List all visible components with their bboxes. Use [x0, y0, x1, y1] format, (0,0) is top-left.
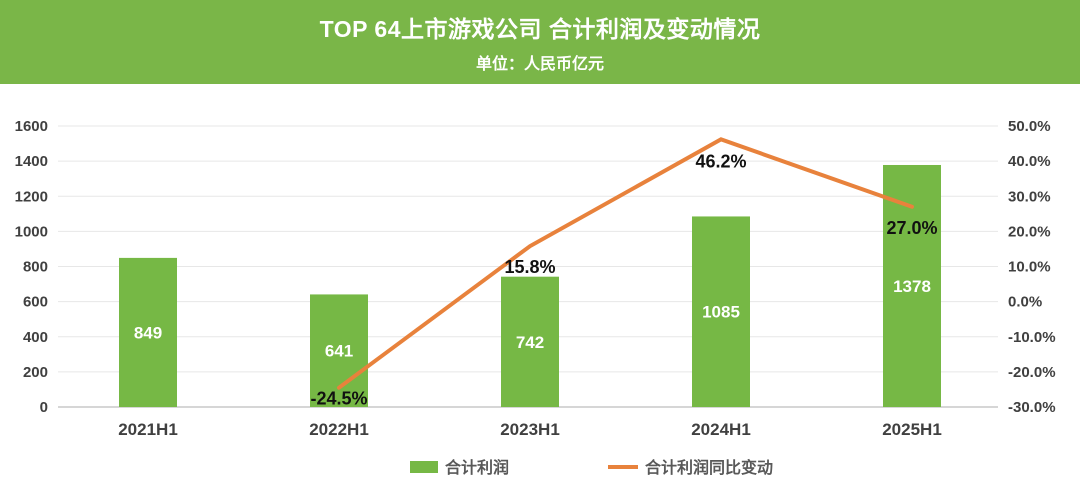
right-axis-tick: 10.0%	[1008, 259, 1051, 276]
bar-2023H1	[501, 276, 559, 407]
bar-value-label: 1085	[702, 303, 740, 322]
left-axis-tick: 600	[23, 294, 48, 311]
left-axis-tick: 1200	[15, 188, 48, 205]
left-axis-tick: 1400	[15, 153, 48, 170]
line-value-label: 27.0%	[886, 218, 937, 238]
bar-value-label: 849	[134, 323, 162, 342]
left-axis-tick: 200	[23, 364, 48, 381]
right-axis-tick: -30.0%	[1008, 399, 1056, 416]
chart-title: TOP 64上市游戏公司 合计利润及变动情况	[319, 16, 761, 42]
yoy-change-line	[337, 137, 914, 390]
x-axis-category-label: 2021H1	[118, 420, 178, 439]
bar-value-label: 1378	[893, 277, 931, 296]
chart-header: TOP 64上市游戏公司 合计利润及变动情况 单位：人民币亿元	[0, 0, 1080, 84]
left-axis-tick: 0	[40, 399, 48, 416]
right-axis-tick: 30.0%	[1008, 188, 1051, 205]
x-axis-category-label: 2023H1	[500, 420, 560, 439]
bar-2021H1	[119, 257, 177, 407]
line-value-label: -24.5%	[310, 389, 367, 409]
line-value-label: 15.8%	[504, 257, 555, 277]
line-value-label: 46.2%	[695, 151, 746, 171]
chart-subtitle: 单位：人民币亿元	[475, 56, 604, 73]
bar-2024H1	[692, 216, 750, 407]
left-axis-tick: 400	[23, 329, 48, 346]
chart-area: 0 -30.0% 200 -20.0% 400 -10.0% 600 0.0% 800 10.0%…	[0, 84, 1080, 489]
x-axis-category-label: 2024H1	[691, 420, 751, 439]
x-axis-category-label: 2022H1	[309, 420, 369, 439]
x-axis-category-label: 2025H1	[882, 420, 942, 439]
profit-combo-chart: 0 -30.0% 200 -20.0% 400 -10.0% 600 0.0% 800 10.0%…	[15, 118, 1056, 477]
right-axis-tick: 50.0%	[1008, 118, 1051, 135]
right-axis-tick: -10.0%	[1008, 329, 1056, 346]
left-axis-tick: 1600	[15, 118, 48, 135]
left-axis-tick: 1000	[15, 223, 48, 240]
legend-bar-label: 合计利润	[445, 458, 509, 477]
right-axis-tick: 20.0%	[1008, 223, 1051, 240]
right-axis-tick: -20.0%	[1008, 364, 1056, 381]
legend-line-label: 合计利润同比变动	[645, 458, 773, 477]
bar-value-label: 641	[325, 342, 353, 361]
left-axis-tick: 800	[23, 259, 48, 276]
bar-value-label: 742	[516, 333, 544, 352]
right-axis-tick: 0.0%	[1008, 294, 1042, 311]
legend-bar-swatch	[410, 461, 438, 473]
right-axis-tick: 40.0%	[1008, 153, 1051, 170]
